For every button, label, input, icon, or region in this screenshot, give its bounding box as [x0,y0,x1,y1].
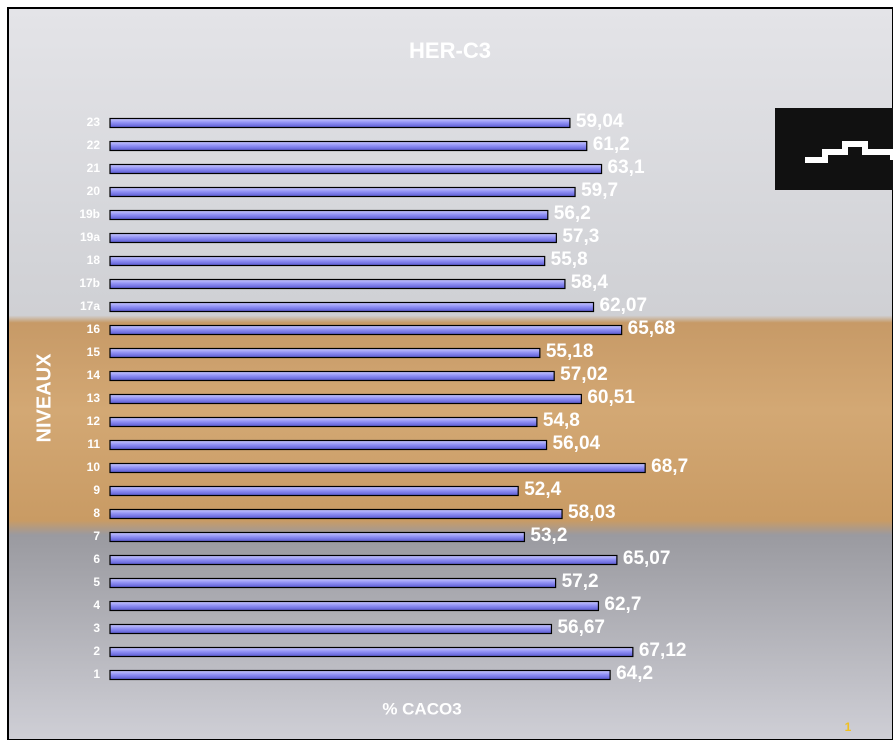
bar [109,416,538,428]
y-tick-label: 4 [93,598,100,612]
y-tick-label: 9 [93,483,100,497]
data-label: 56,2 [554,203,591,224]
bar [109,255,546,267]
data-label: 53,2 [530,525,567,546]
scale-marker-pattern [805,141,893,163]
data-label: 59,7 [581,180,618,201]
y-tick-label: 11 [87,437,100,451]
data-label: 55,8 [551,249,588,270]
y-tick-label: 17a [80,299,100,313]
data-label: 67,12 [639,640,687,661]
y-tick-label: 1 [93,667,100,681]
y-tick-label: 10 [87,460,101,474]
data-label: 58,4 [571,272,608,293]
y-tick-label: 19b [79,207,100,221]
y-tick-label: 13 [87,391,101,405]
page-number: 1 [845,720,852,734]
bar [109,508,563,520]
data-label: 57,3 [562,226,599,247]
data-label: 65,68 [628,318,676,339]
y-axis-label: NIVEAUX [33,353,55,443]
bar [109,301,595,313]
data-label: 55,18 [546,341,594,362]
bar [109,370,555,382]
bar [109,531,526,543]
y-tick-label: 15 [87,345,101,359]
bar [109,117,571,129]
bar [109,232,557,244]
y-tick-label: 16 [87,322,101,336]
bar [109,669,611,681]
data-label: 54,8 [543,410,580,431]
bar [109,278,566,290]
bar [109,347,541,359]
y-tick-label: 2 [93,644,100,658]
bar [109,485,519,497]
data-label: 59,04 [576,111,624,132]
y-tick-label: 23 [87,115,101,129]
y-tick-label: 20 [87,184,101,198]
bar [109,393,582,405]
data-label: 57,2 [562,571,599,592]
y-tick-label: 18 [87,253,101,267]
chart-title: HER-C3 [409,38,491,63]
data-label: 56,04 [553,433,601,454]
data-label: 62,07 [600,295,648,316]
y-tick-label: 14 [87,368,101,382]
data-label: 56,67 [557,617,605,638]
y-tick-label: 3 [93,621,100,635]
y-tick-label: 19a [80,230,100,244]
bar [109,140,588,152]
y-tick-label: 12 [87,414,101,428]
y-tick-label: 22 [87,138,101,152]
y-tick-label: 8 [93,506,100,520]
bar [109,577,557,589]
data-label: 65,07 [623,548,671,569]
data-label: 62,7 [604,594,641,615]
y-tick-label: 7 [93,529,100,543]
y-tick-label: 17b [79,276,100,290]
y-tick-label: 5 [93,575,100,589]
data-label: 64,2 [616,663,653,684]
bar [109,646,634,658]
data-label: 58,03 [568,502,616,523]
bar [109,324,623,336]
data-label: 61,2 [593,134,630,155]
bar [109,209,549,221]
bar [109,163,603,175]
data-label: 57,02 [560,364,608,385]
y-tick-label: 6 [93,552,100,566]
y-tick-label: 21 [87,161,101,175]
data-label: 52,4 [524,479,561,500]
data-label: 68,7 [651,456,688,477]
bar [109,186,576,198]
bar [109,439,548,451]
data-label: 63,1 [608,157,645,178]
bar [109,623,553,635]
bar [109,600,600,612]
bar [109,462,646,474]
bar [109,554,618,566]
data-label: 60,51 [587,387,635,408]
x-axis-label: % CACO3 [382,699,461,718]
